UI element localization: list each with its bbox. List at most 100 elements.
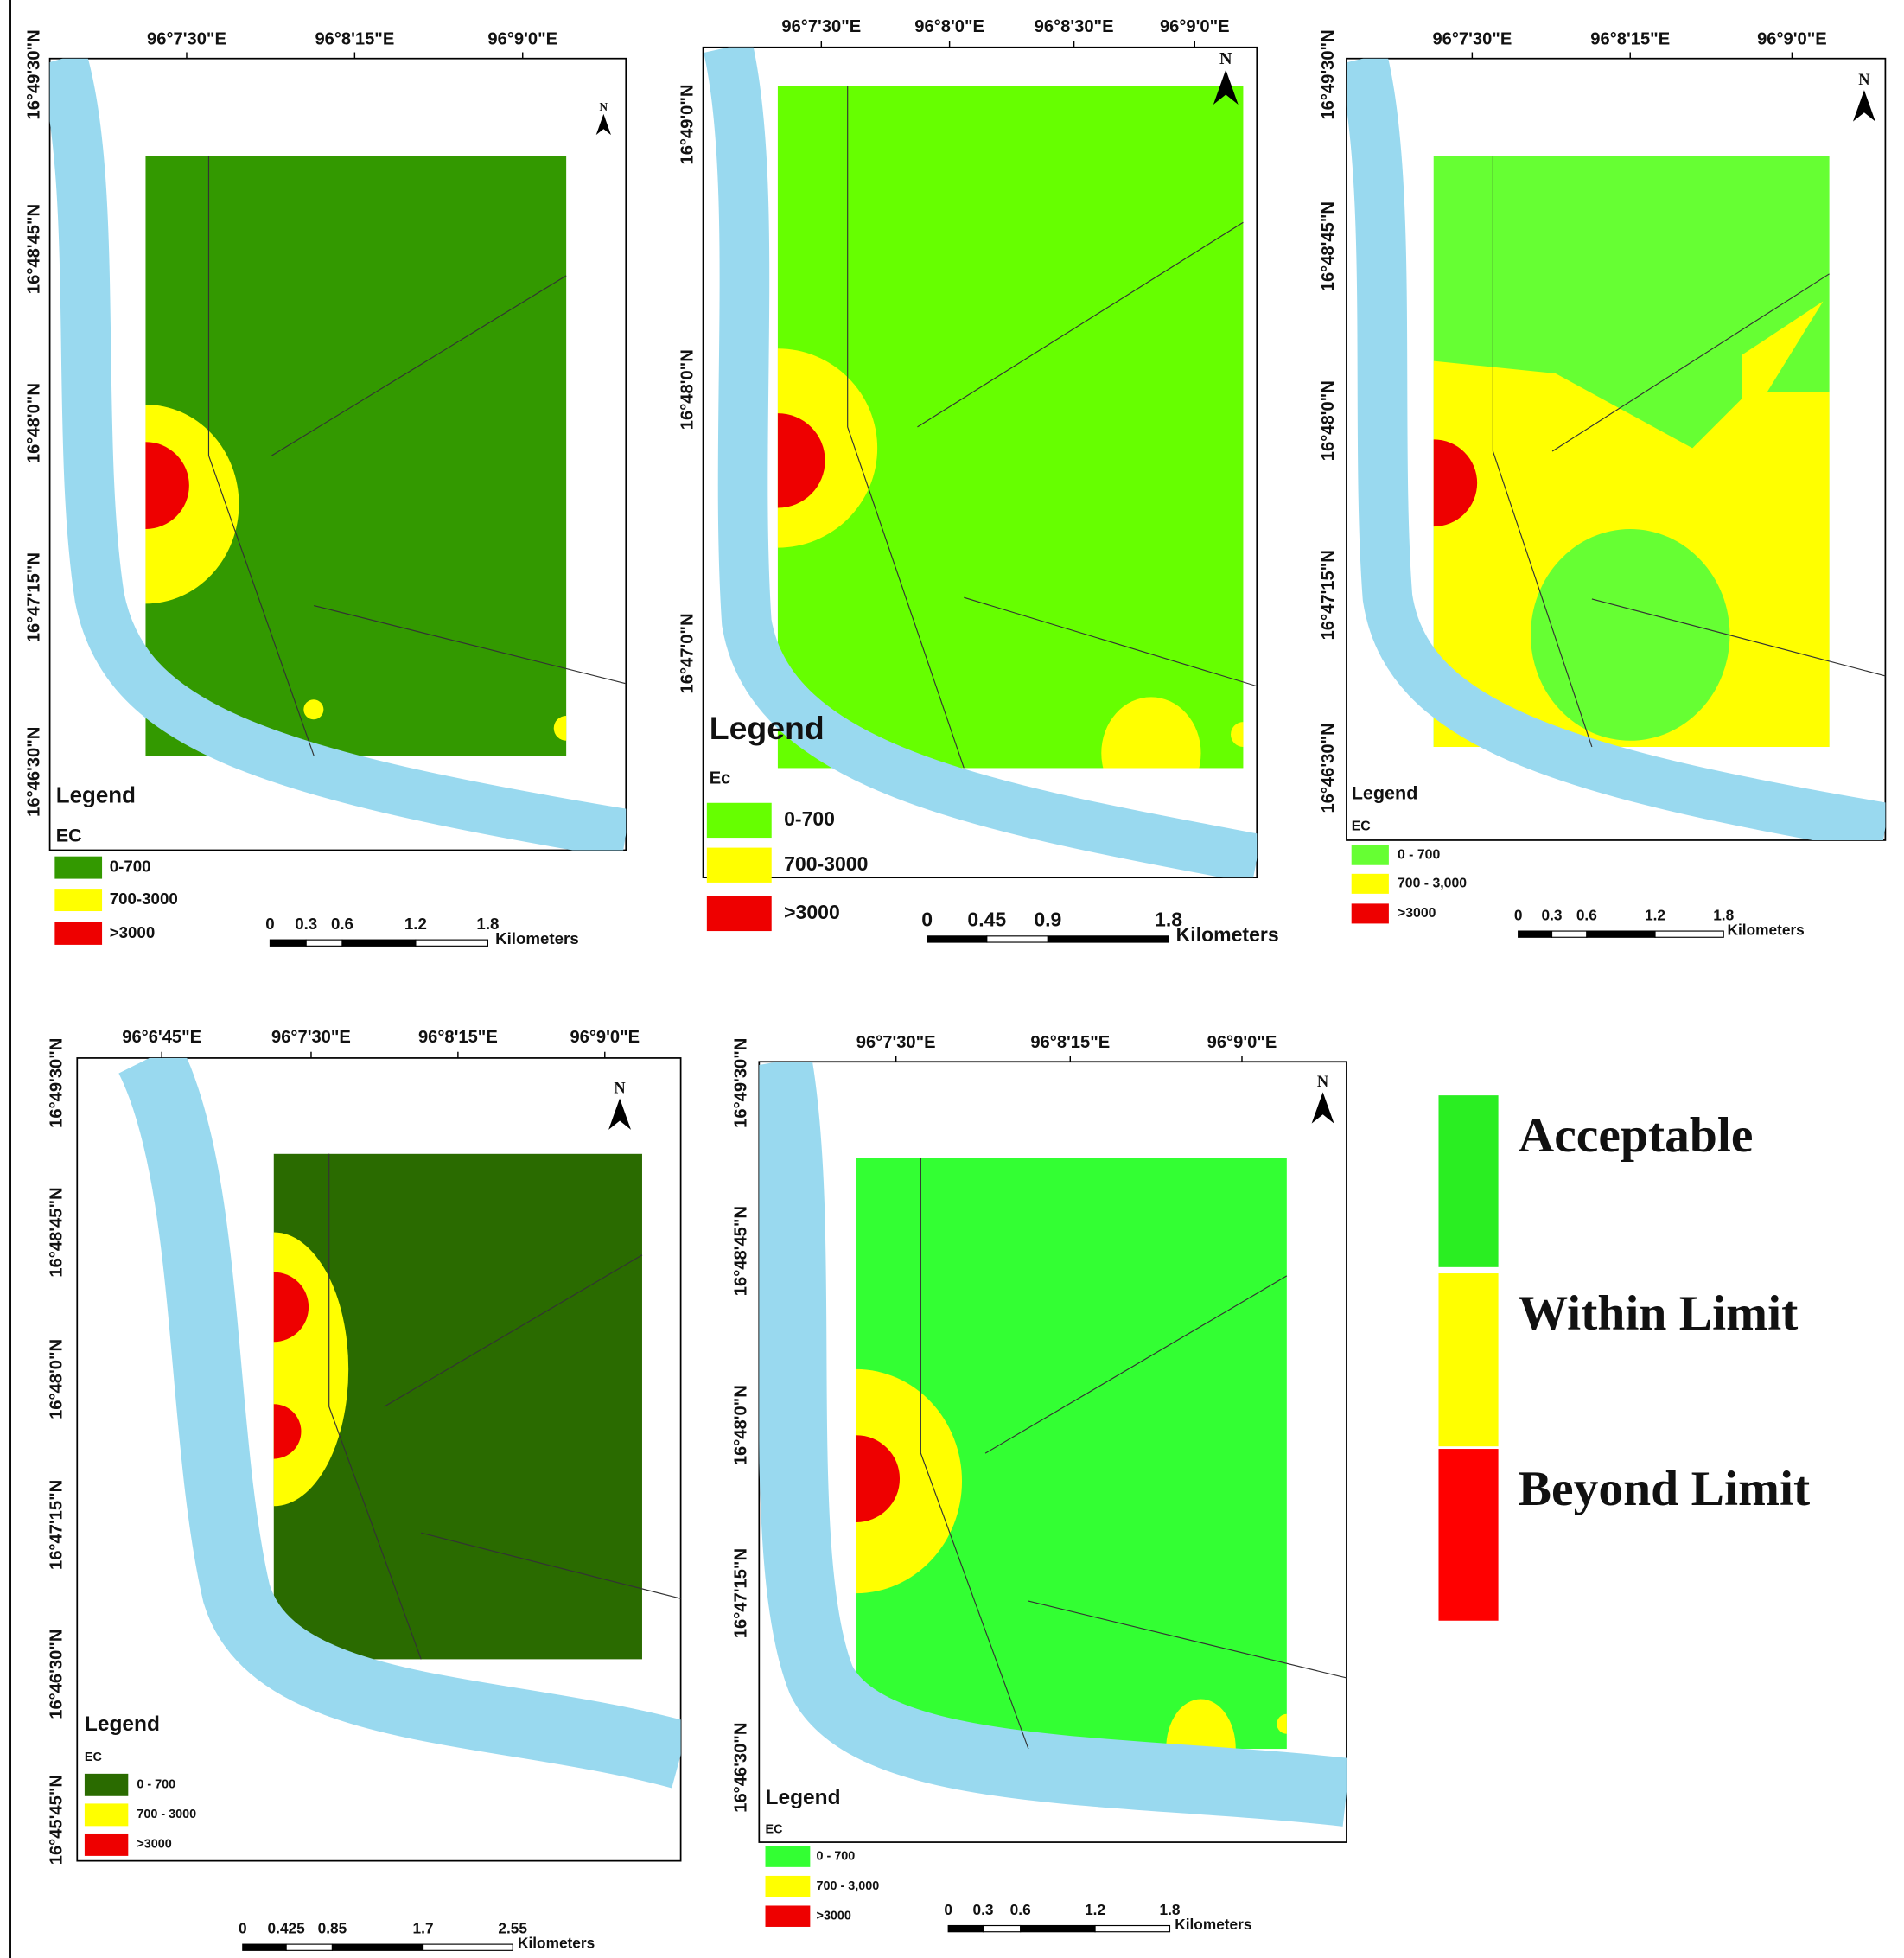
legend-field: EC [56, 824, 82, 845]
scale-label: 0 [1514, 906, 1523, 923]
lat-label: 16°48'0"N [678, 349, 697, 430]
legend-label: 700-3000 [110, 890, 178, 908]
scale-segment [1655, 931, 1723, 937]
lon-label: 96°8'15"E [418, 1028, 498, 1047]
lat-label: 16°48'45"N [1319, 201, 1338, 291]
scale-segment [1552, 931, 1587, 937]
ec-zone [303, 699, 323, 719]
scale-label: 1.2 [404, 915, 427, 933]
lat-label: 16°46'30"N [1319, 723, 1338, 813]
legend-swatch [85, 1803, 128, 1826]
lat-label: 16°47'15"N [1319, 550, 1338, 640]
scale-label: 0.3 [295, 915, 317, 933]
legend-swatch [707, 848, 772, 883]
north-label: N [1858, 71, 1870, 88]
legend-label: 0 - 700 [137, 1778, 175, 1792]
lon-label: 96°7'30"E [1432, 29, 1512, 48]
scale-unit: Kilometers [1175, 1916, 1251, 1933]
north-label: N [614, 1079, 626, 1096]
scale-segment [927, 936, 987, 942]
legend-field: EC [766, 1822, 783, 1836]
legend-swatch [766, 1876, 811, 1897]
lat-label: 16°49'30"N [731, 1038, 750, 1128]
page: 96°7'30"E 96°8'15"E 96°9'0"E 16°49'30"N 16°4… [0, 0, 1904, 1958]
scale-segment [286, 1944, 332, 1950]
scale-segment [306, 940, 342, 946]
scale-label: 0 [265, 915, 274, 933]
lon-label: 96°9'0"E [1160, 17, 1230, 36]
legend-swatch [766, 1846, 811, 1866]
legend-swatch [85, 1834, 128, 1856]
scale-segment [243, 1944, 286, 1950]
north-label: N [1317, 1073, 1329, 1090]
scale-segment [1095, 1926, 1169, 1932]
legend-swatch [1352, 845, 1389, 865]
lon-label: 96°8'0"E [914, 17, 984, 36]
scale-label: 1.2 [1645, 906, 1665, 923]
lon-label: 96°9'0"E [1757, 29, 1827, 48]
legend-label: 0 - 700 [1398, 847, 1440, 862]
scale-label: 0.6 [1010, 1901, 1031, 1918]
lat-label: 16°48'0"N [731, 1385, 750, 1465]
lat-label: 16°47'0"N [678, 613, 697, 693]
legend-swatch [1352, 903, 1389, 923]
key-label: Within Limit [1519, 1286, 1799, 1341]
scale-label: 0 [921, 909, 933, 931]
legend-label: 0 - 700 [817, 1849, 856, 1863]
legend-swatch [54, 857, 102, 879]
scale-label: 0.6 [331, 915, 353, 933]
scale-label: 0.6 [1576, 906, 1597, 923]
lat-label: 16°48'45"N [731, 1206, 750, 1296]
scale-segment [1519, 931, 1552, 937]
legend-title: Legend [56, 783, 136, 807]
legend-label: 700 - 3,000 [1398, 877, 1467, 891]
lat-label: 16°45'45"N [48, 1775, 67, 1865]
legend-label: 0-700 [784, 807, 835, 830]
scale-segment [1021, 1926, 1095, 1932]
lat-label: 16°46'30"N [48, 1630, 67, 1719]
scale-label: 1.7 [413, 1919, 434, 1936]
ec-zone [1531, 529, 1729, 741]
lat-label: 16°47'15"N [731, 1548, 750, 1638]
legend-label: >3000 [817, 1910, 851, 1923]
legend-swatch [766, 1905, 811, 1926]
legend-swatch [1352, 874, 1389, 894]
legend-field: EC [1352, 819, 1371, 833]
lon-label: 96°9'0"E [487, 29, 557, 48]
lat-label: 16°48'0"N [1319, 380, 1338, 461]
legend-field: Ec [710, 769, 731, 788]
scale-unit: Kilometers [495, 929, 579, 947]
lon-label: 96°8'30"E [1035, 17, 1114, 36]
lat-label: 16°46'30"N [25, 727, 44, 817]
key-label: Beyond Limit [1519, 1462, 1811, 1516]
scale-segment [332, 1944, 423, 1950]
legend-label: 700-3000 [784, 852, 868, 875]
scale-segment [948, 1926, 983, 1932]
scale-segment [983, 1926, 1020, 1932]
lon-label: 96°8'15"E [1590, 29, 1670, 48]
lat-label: 16°47'15"N [25, 552, 44, 642]
scale-label: 0.45 [967, 909, 1006, 931]
legend-label: >3000 [137, 1838, 171, 1852]
lat-label: 16°46'30"N [731, 1723, 750, 1813]
lat-label: 16°48'0"N [25, 383, 44, 463]
scale-label: 0.3 [972, 1901, 993, 1918]
lat-label: 16°49'30"N [48, 1038, 67, 1128]
scale-label: 0 [944, 1901, 952, 1918]
key-swatch [1438, 1273, 1498, 1446]
legend-label: >3000 [1398, 906, 1436, 921]
lat-label: 16°49'30"N [25, 29, 44, 119]
scale-segment [423, 1944, 513, 1950]
scale-label: 0.85 [318, 1919, 347, 1936]
scale-label: 0.9 [1034, 909, 1061, 931]
scale-segment [1048, 936, 1169, 942]
scale-segment [270, 940, 306, 946]
lon-label: 96°8'15"E [315, 29, 394, 48]
legend-label: 700 - 3000 [137, 1808, 196, 1821]
map-panel: 96°6'45"E96°7'30"E96°8'15"E96°9'0"E16°49… [48, 1028, 681, 1951]
lon-label: 96°8'15"E [1030, 1033, 1110, 1052]
legend-label: 0-700 [110, 858, 151, 876]
lon-label: 96°9'0"E [570, 1028, 640, 1047]
legend-title: Legend [85, 1712, 160, 1736]
legend-title: Legend [1352, 781, 1418, 803]
